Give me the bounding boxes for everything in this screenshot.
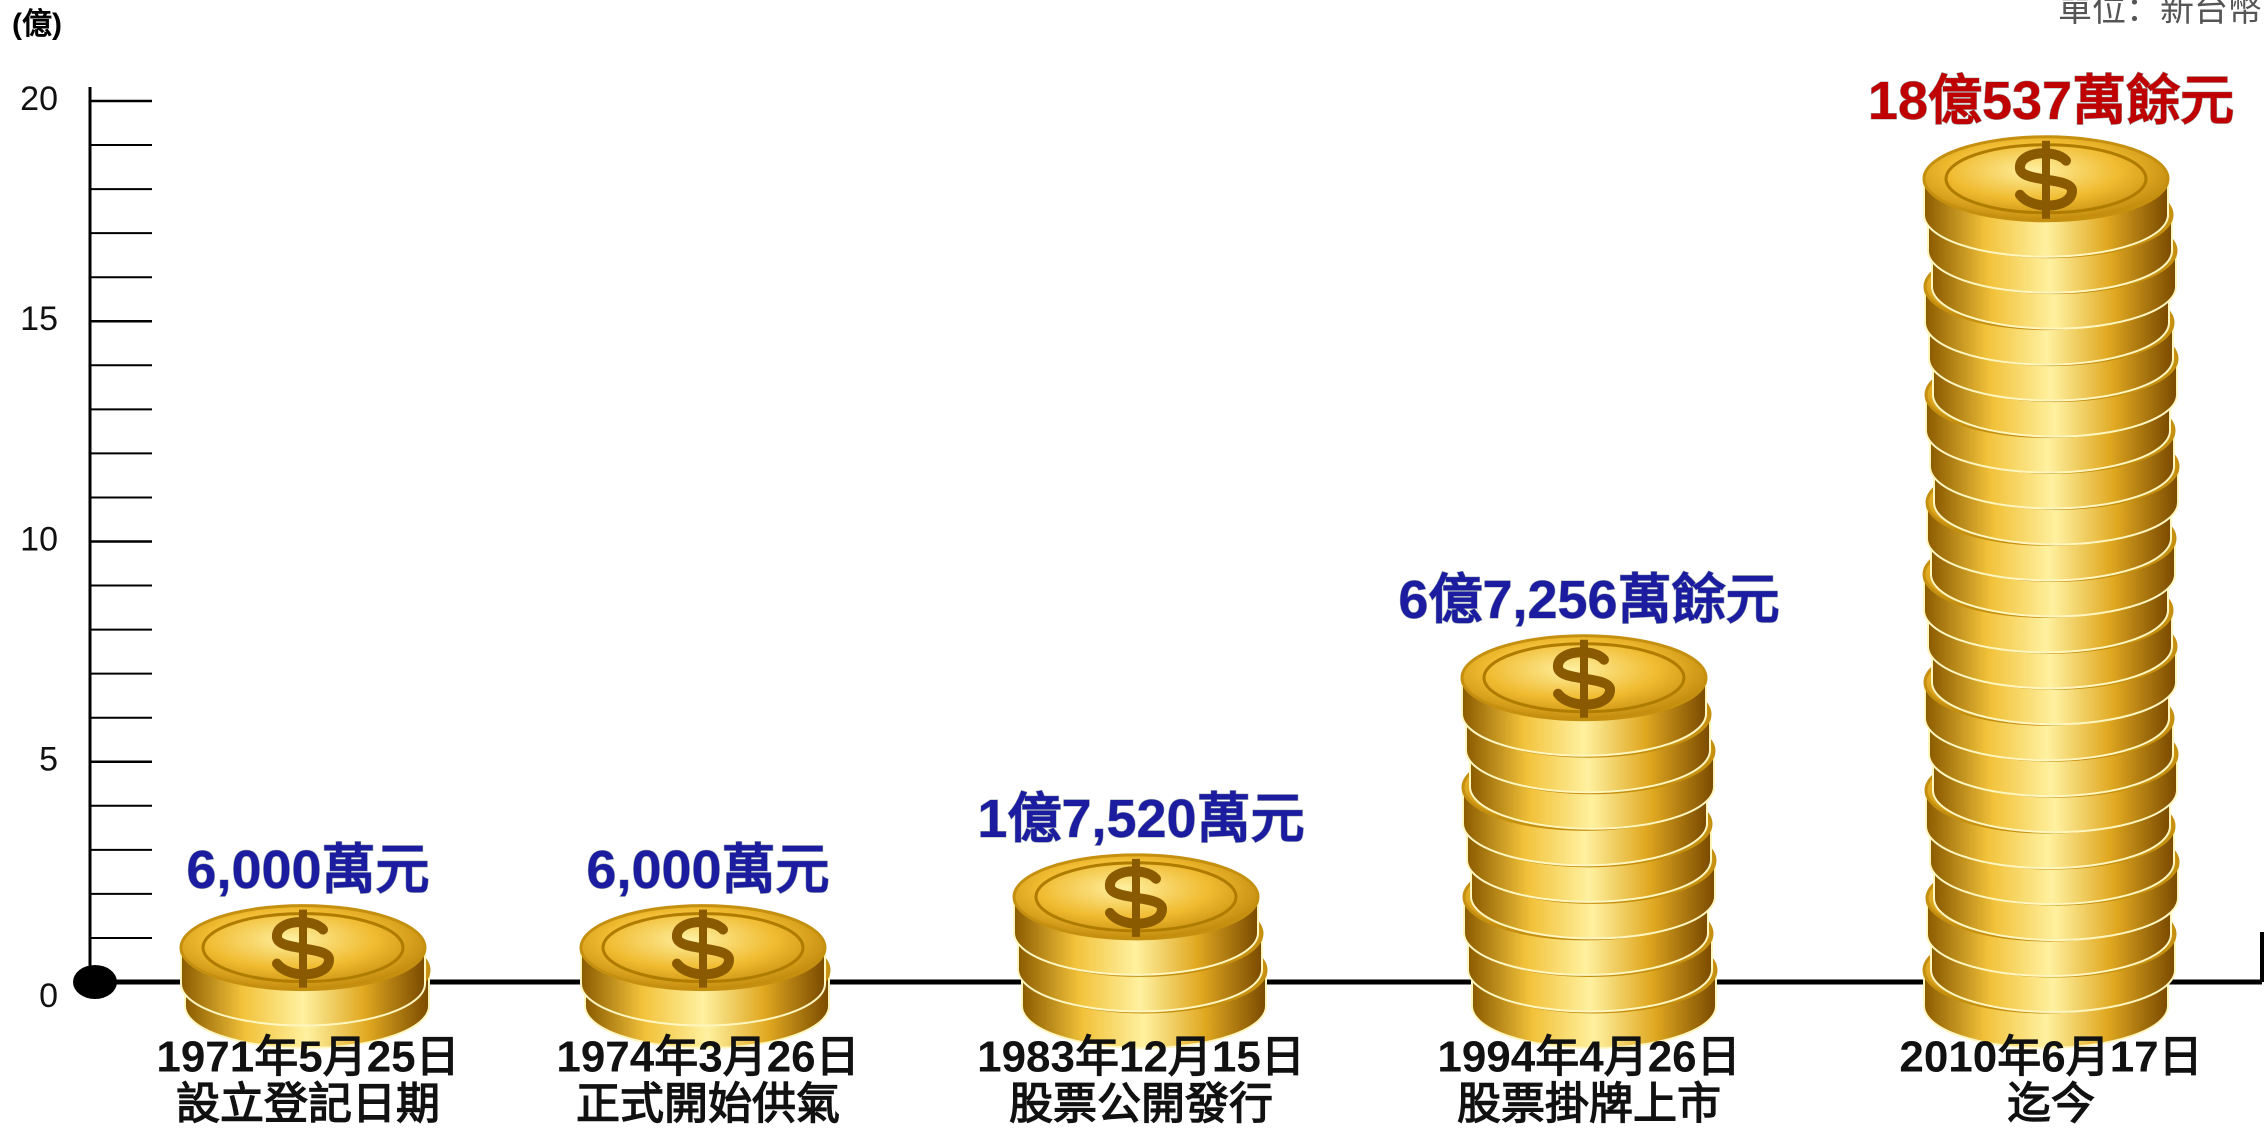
category-description: 股票掛牌上市 — [1457, 1080, 1721, 1129]
unit-note: 單位：新台幣 — [2058, 0, 2262, 29]
y-tick-label: 20 — [20, 80, 58, 118]
value-label: 6億7,256萬餘元 — [1398, 570, 1779, 630]
coin-stack — [581, 906, 829, 1048]
y-tick-label: 15 — [20, 300, 58, 338]
coin-stack — [1014, 855, 1266, 1048]
x-tick-label: 1983年12月15日 — [977, 1033, 1305, 1082]
y-tick-label: 10 — [20, 520, 58, 558]
value-label: 6,000萬元 — [186, 840, 429, 900]
coin-stack — [1462, 636, 1716, 1048]
value-label: 6,000萬元 — [586, 840, 829, 900]
value-label: 1億7,520萬元 — [977, 789, 1304, 849]
x-tick-label: 1971年5月25日 — [156, 1033, 459, 1082]
value-label: 18億537萬餘元 — [1868, 71, 2234, 131]
category-description: 迄今 — [2007, 1080, 2095, 1129]
category-description: 股票公開發行 — [1009, 1080, 1273, 1129]
y-tick-label: 0 — [39, 977, 58, 1015]
x-tick-label: 1994年4月26日 — [1437, 1033, 1740, 1082]
coin-stack — [1924, 137, 2178, 1048]
y-axis-label: (億) — [12, 8, 62, 41]
x-tick-label: 1974年3月26日 — [556, 1033, 859, 1082]
y-tick-label: 5 — [39, 741, 58, 779]
chart: (億) 單位：新台幣 0 5 10 15 20 6,000萬元 1971年5月25日設立登記… — [0, 0, 2265, 1131]
coin-stack — [181, 906, 429, 1048]
x-tick-label: 2010年6月17日 — [1899, 1033, 2202, 1082]
page: {"chart_data": { "type": "coin-stack", "… — [0, 0, 2265, 1131]
category-description: 正式開始供氣 — [576, 1080, 840, 1129]
category-description: 設立登記日期 — [176, 1080, 440, 1129]
